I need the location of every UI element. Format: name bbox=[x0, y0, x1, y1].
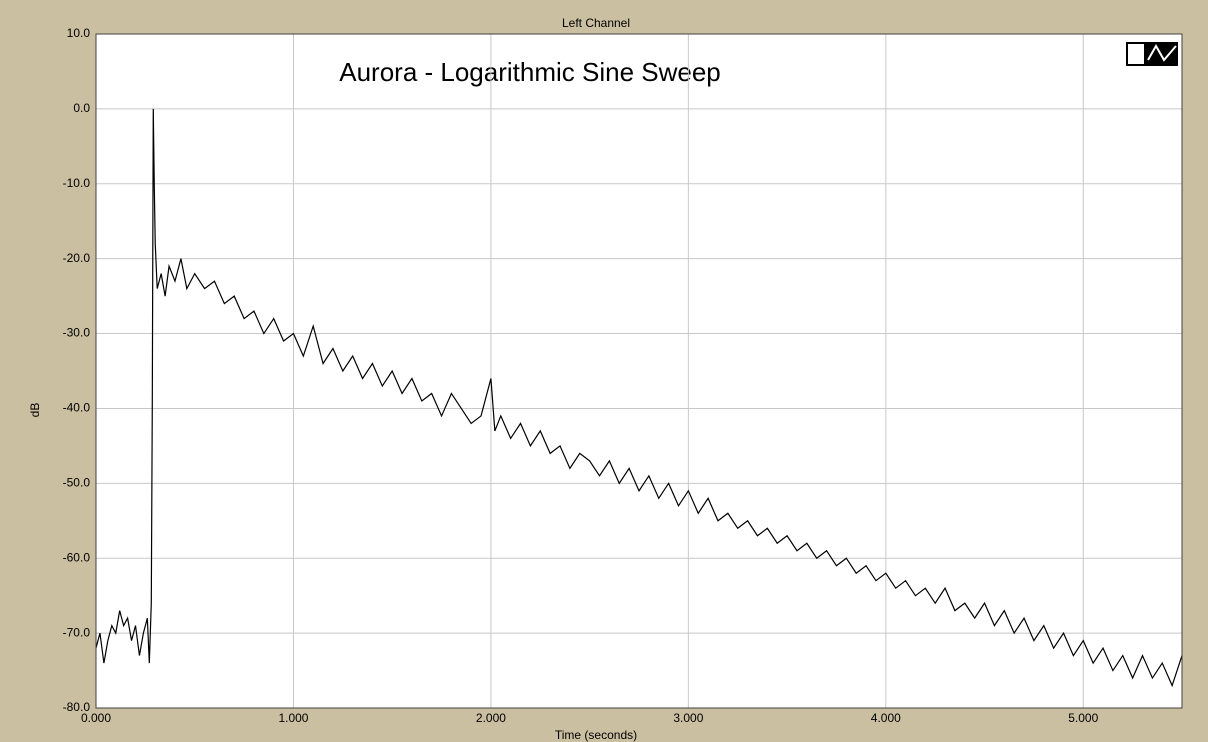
x-tick-label: 4.000 bbox=[871, 711, 901, 725]
panel-title: Left Channel bbox=[562, 16, 630, 30]
x-tick-label: 0.000 bbox=[81, 711, 111, 725]
x-tick-label: 3.000 bbox=[673, 711, 703, 725]
y-axis-label: dB bbox=[28, 403, 42, 418]
y-tick-label: 0.0 bbox=[73, 101, 90, 115]
x-tick-label: 1.000 bbox=[278, 711, 308, 725]
y-tick-label: -10.0 bbox=[63, 176, 91, 190]
x-tick-label: 2.000 bbox=[476, 711, 506, 725]
logo bbox=[1126, 42, 1178, 66]
y-tick-label: -70.0 bbox=[63, 625, 91, 639]
y-tick-label: 10.0 bbox=[67, 26, 91, 40]
y-tick-label: -50.0 bbox=[63, 476, 91, 490]
x-tick-label: 5.000 bbox=[1068, 711, 1098, 725]
plot-border bbox=[95, 33, 1183, 709]
data-line bbox=[95, 108, 1183, 688]
y-tick-label: -60.0 bbox=[63, 550, 91, 564]
chart-title: Aurora - Logarithmic Sine Sweep bbox=[339, 57, 721, 87]
x-axis-label: Time (seconds) bbox=[555, 728, 637, 742]
y-tick-label: -80.0 bbox=[63, 700, 91, 714]
plot-area bbox=[95, 33, 1183, 709]
y-tick-label: -20.0 bbox=[63, 251, 91, 265]
y-tick-label: -40.0 bbox=[63, 401, 91, 415]
y-tick-label: -30.0 bbox=[63, 326, 91, 340]
